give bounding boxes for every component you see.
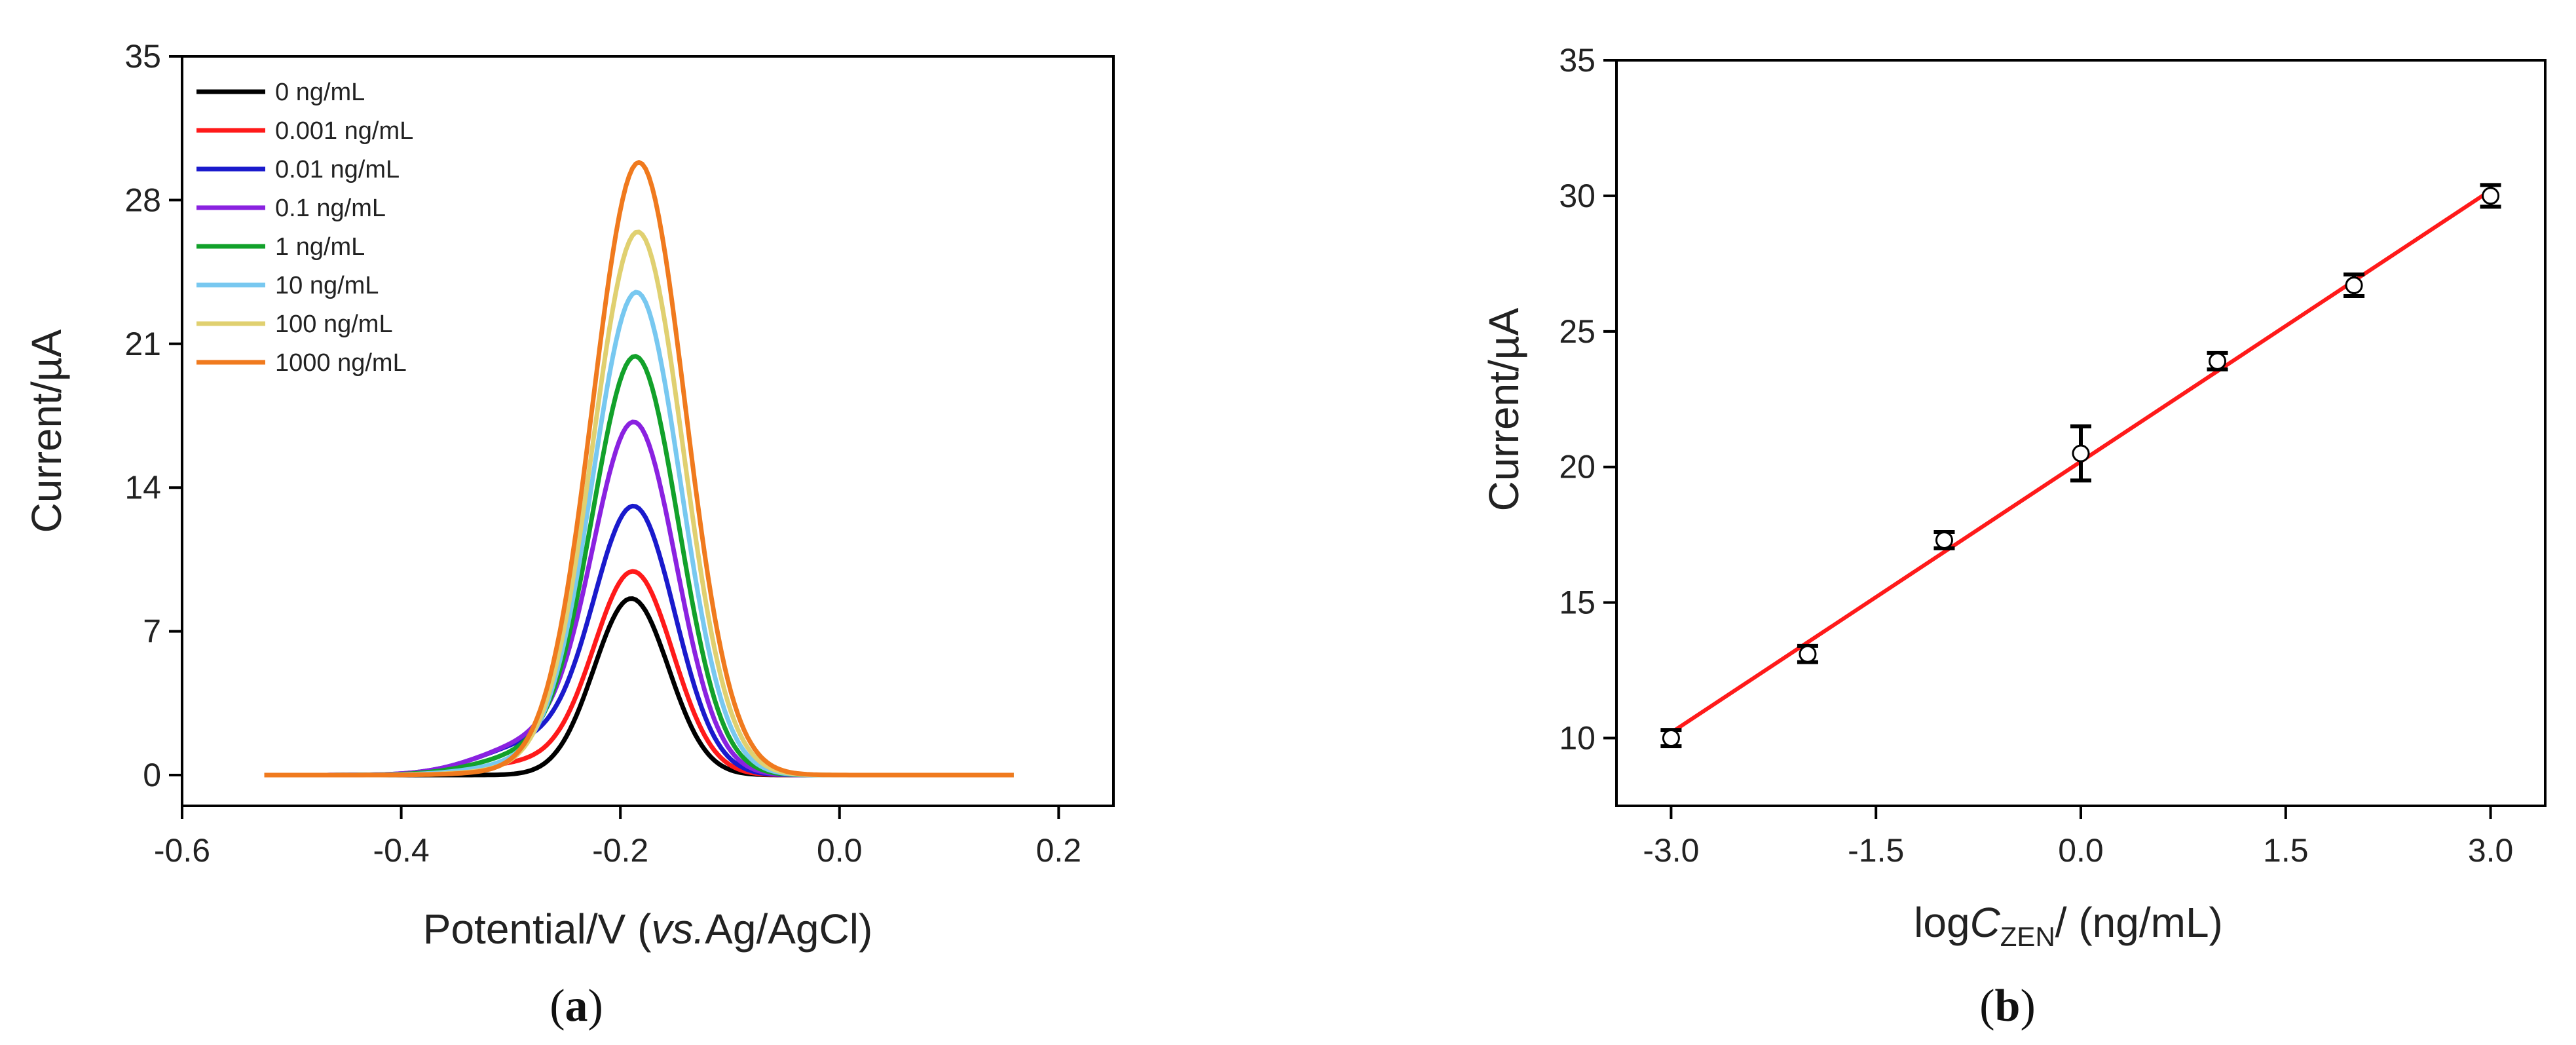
panel-a-legend-label: 0.1 ng/mL (275, 195, 386, 222)
panel-b-y-tick-label: 20 (1559, 449, 1596, 485)
panel-a-series-line (264, 160, 1014, 778)
panel-b-data-point (2209, 352, 2227, 370)
panel-a-series-line (264, 419, 1014, 778)
panel-a-x-axis-title-italic: vs. (651, 905, 705, 953)
panel-a-legend-label: 0 ng/mL (275, 79, 365, 106)
panel-b-label: (b) (1979, 981, 2036, 1031)
panel-b-y-tick-label: 30 (1559, 178, 1596, 214)
panel-b-letter: b (1995, 981, 2021, 1031)
panel-a-series-line (264, 354, 1014, 778)
panel-a-legend-label: 10 ng/mL (275, 272, 379, 299)
panel-a-y-tick-label: 28 (124, 181, 161, 218)
panel-b-ticks: -3.0 -1.5 0.0 1.5 3.0 10 15 20 25 30 35 (1559, 42, 2513, 869)
panel-a-x-tick-label: -0.4 (373, 832, 430, 869)
panel-a-x-axis-title-main: Potential/V ( (423, 905, 652, 953)
panel-b-x-tick-label: -1.5 (1848, 832, 1904, 869)
panel-a-x-tick-label: -0.2 (592, 832, 648, 869)
panel-a-plot-frame (181, 55, 1115, 807)
panel-b-y-tick-label: 35 (1559, 42, 1596, 79)
panel-b-data-point (1662, 729, 1680, 748)
panel-a-y-tick-label: 7 (143, 613, 161, 650)
panel-b-x-axis-title-var: C (1970, 899, 2001, 946)
panel-b-points (1660, 183, 2501, 748)
panel-b-x-axis-title-post: / (ng/mL) (2055, 899, 2223, 946)
panel-a-x-axis-title: Potential/V (vs.Ag/AgCl) (423, 905, 873, 953)
panel-a-series-line (264, 503, 1014, 778)
panel-a-y-tick-label: 14 (124, 469, 161, 506)
panel-a-series-line (264, 596, 1014, 778)
panel-a-label: (a) (550, 981, 603, 1031)
panel-b-y-tick-label: 15 (1559, 584, 1596, 621)
panel-b-y-axis-title: Current/µA (1480, 307, 1527, 511)
panel-b-x-axis-title-sub: ZEN (2000, 921, 2055, 952)
panel-a-y-tick-label: 21 (124, 326, 161, 362)
panel-a-y-tick-label: 35 (124, 38, 161, 75)
panel-a-ticks: -0.6 -0.4 -0.2 0.0 0.2 0 7 14 21 28 35 (124, 38, 1081, 869)
panel-a-curves (264, 160, 1014, 778)
panel-a-legend-label: 1 ng/mL (275, 233, 365, 261)
panel-b-data-point (2345, 276, 2363, 294)
panel-b-x-axis-title-pre: log (1914, 899, 1969, 946)
panel-a-x-axis-title-end: Ag/AgCl) (705, 905, 872, 953)
panel-b-x-tick-label: 0.0 (2058, 832, 2104, 869)
panel-b-chart: -3.0 -1.5 0.0 1.5 3.0 10 15 20 25 30 35 Current/µA… (1480, 42, 2547, 1031)
panel-b-x-tick-label: 1.5 (2263, 832, 2309, 869)
panel-b-data-point (2482, 187, 2500, 205)
panel-a-y-axis-title: Current/µA (23, 329, 70, 533)
panel-a-x-tick-label: -0.6 (154, 832, 210, 869)
panel-a-y-tick-label: 0 (143, 757, 161, 793)
panel-b-x-tick-label: 3.0 (2468, 832, 2514, 869)
panel-a-legend-label: 0.01 ng/mL (275, 156, 400, 183)
panel-a-chart: -0.6 -0.4 -0.2 0.0 0.2 0 7 14 21 28 35 0 ng/mL 0.00… (23, 38, 1115, 1031)
panel-b-x-tick-label: -3.0 (1643, 832, 1699, 869)
panel-b-y-tick-label: 25 (1559, 313, 1596, 350)
panel-a-x-tick-label: 0.0 (817, 832, 863, 869)
panel-b-x-axis-title: logCZEN/ (ng/mL) (1914, 899, 2223, 952)
panel-a-letter: a (565, 981, 588, 1031)
panel-b-data-point (1935, 531, 1953, 549)
panel-b-data-point (1799, 645, 1817, 663)
panel-a-legend-label: 1000 ng/mL (275, 349, 407, 377)
panel-a-legend-label: 0.001 ng/mL (275, 117, 413, 145)
panel-b-data-point (2072, 444, 2090, 463)
panel-a-x-tick-label: 0.2 (1036, 832, 1082, 869)
panel-a-legend-label: 100 ng/mL (275, 311, 393, 338)
panel-a-legend: 0 ng/mL 0.001 ng/mL 0.01 ng/mL 0.1 ng/mL 1 n… (196, 79, 413, 377)
panel-b-y-tick-label: 10 (1559, 720, 1596, 757)
